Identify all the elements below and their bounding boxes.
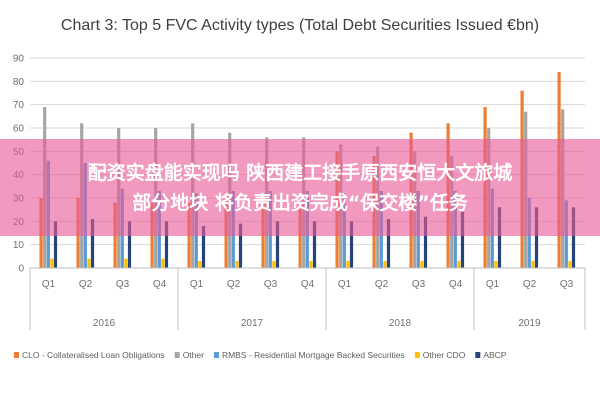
x-tick-label: Q1: [42, 279, 56, 290]
bar: [53, 221, 58, 268]
year-label: 2018: [389, 318, 412, 329]
y-tick-label: 0: [18, 264, 24, 275]
legend-label: ABCP: [483, 350, 506, 360]
y-tick-label: 80: [13, 77, 25, 88]
bar: [124, 258, 128, 268]
bar: [531, 261, 535, 268]
bar: [275, 221, 280, 268]
bar: [161, 258, 165, 268]
overlay-headline-line1: 配资实盘能实现吗 陕西建工接手原西安恒大文旅城: [87, 161, 513, 184]
bar: [386, 219, 391, 268]
bar: [571, 207, 576, 268]
x-tick-label: Q4: [449, 279, 463, 290]
legend-label: Other CDO: [423, 350, 466, 360]
overlay-headline-line2: 部分地块 将负责出资完成“保交楼”任务: [132, 191, 468, 214]
x-tick-label: Q1: [338, 279, 352, 290]
x-tick-label: Q2: [227, 279, 241, 290]
bar: [349, 221, 354, 268]
bar: [460, 212, 465, 268]
legend-item: Other CDO: [414, 350, 466, 360]
legend-label: Other: [183, 350, 204, 360]
x-tick-label: Q2: [375, 279, 389, 290]
bar: [309, 261, 313, 268]
x-tick-label: Q3: [560, 279, 574, 290]
x-tick-label: Q1: [486, 279, 500, 290]
bar: [164, 221, 169, 268]
bar: [312, 221, 317, 268]
y-tick-label: 60: [13, 124, 25, 135]
bar: [90, 219, 95, 268]
chart-title: Chart 3: Top 5 FVC Activity types (Total…: [61, 17, 539, 34]
legend: CLO - Collateralised Loan Obligations Oth…: [14, 350, 507, 360]
bar: [127, 221, 132, 268]
legend-swatch: [414, 352, 420, 358]
bar: [534, 207, 539, 268]
legend-swatch: [475, 352, 481, 358]
legend-item: Other: [174, 350, 204, 360]
overlay-banner: 配资实盘能实现吗 陕西建工接手原西安恒大文旅城 部分地块 将负责出资完成“保交楼…: [0, 139, 600, 236]
bar: [494, 261, 498, 268]
y-tick-label: 90: [13, 54, 25, 65]
x-tick-label: Q1: [190, 279, 204, 290]
bar: [272, 261, 276, 268]
bar: [50, 258, 54, 268]
bar: [201, 226, 206, 268]
x-tick-label: Q4: [153, 279, 167, 290]
bar: [497, 207, 502, 268]
x-tick-label: Q2: [523, 279, 537, 290]
year-label: 2016: [93, 318, 116, 329]
legend-swatch: [14, 352, 19, 358]
x-tick-label: Q3: [412, 279, 426, 290]
bar: [346, 261, 350, 268]
x-axis: Q1 Q2 Q3 Q4 Q1 Q2 Q3 Q4 Q1 Q2 Q3 Q4 Q1 Q2 Q3 2016 2017 20…: [29, 267, 586, 330]
legend-swatch: [213, 352, 219, 358]
bar: [235, 261, 239, 268]
year-label: 2019: [518, 318, 541, 329]
legend-item: ABCP: [475, 350, 507, 360]
y-tick-label: 10: [13, 240, 25, 251]
bar: [383, 261, 387, 268]
bar: [198, 261, 202, 268]
bar: [568, 261, 572, 268]
x-tick-label: Q4: [301, 279, 315, 290]
y-tick-label: 70: [13, 100, 25, 111]
x-tick-label: Q2: [79, 279, 93, 290]
legend-item: RMBS - Residential Mortgage Backed Secur…: [213, 350, 405, 360]
bar: [87, 258, 91, 268]
bar: [238, 223, 243, 268]
bar: [423, 216, 428, 268]
year-label: 2017: [241, 318, 264, 329]
legend-label: RMBS - Residential Mortgage Backed Secur…: [222, 350, 405, 360]
legend-item: CLO - Collateralised Loan Obligations: [14, 350, 165, 360]
legend-label: CLO - Collateralised Loan Obligations: [22, 350, 165, 360]
x-tick-label: Q3: [264, 279, 278, 290]
bar: [457, 261, 461, 268]
bar: [420, 261, 424, 268]
legend-swatch: [174, 352, 180, 358]
x-tick-label: Q3: [116, 279, 130, 290]
